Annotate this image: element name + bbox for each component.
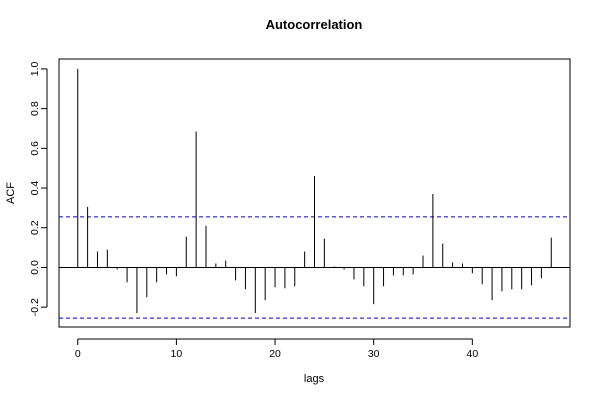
x-tick-label: 0 [75,348,81,360]
x-axis-label: lags [304,373,325,385]
x-tick-label: 20 [269,348,281,360]
y-tick-label: -0.2 [29,298,41,316]
x-tick-label: 30 [368,348,380,360]
y-axis-label: ACF [5,182,17,204]
y-tick-label: 1.0 [29,61,41,76]
chart-title: Autocorrelation [266,17,363,32]
plot-frame [58,58,571,328]
y-tick-label: 0.2 [29,220,41,235]
acf-marks: 0 10 20 30 40 -0.2 0.0 0.2 0.4 0.6 0.8 1.0 [29,61,570,360]
y-tick-label: 0.6 [29,141,41,156]
x-tick-label: 10 [171,348,183,360]
y-tick-label: 0.0 [29,260,41,275]
y-tick-label: 0.4 [29,181,41,196]
x-tick-label: 40 [466,348,478,360]
y-tick-label: 0.8 [29,101,41,116]
